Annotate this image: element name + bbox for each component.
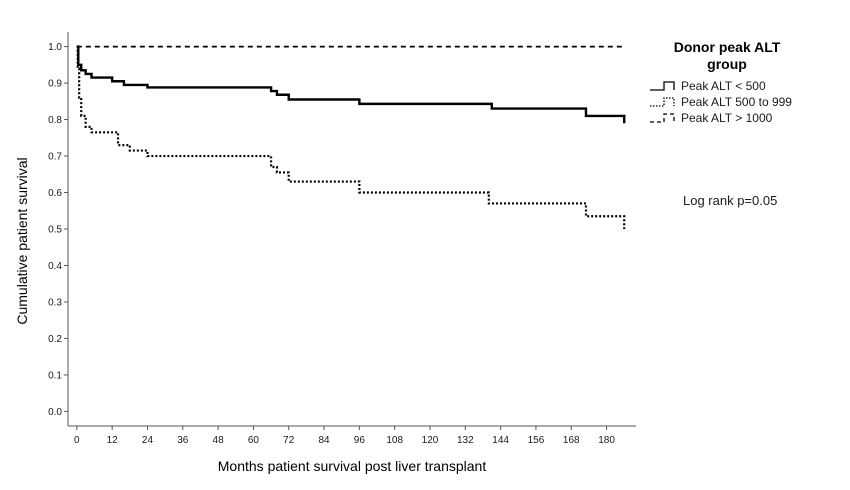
legend-title-line-1: Donor peak ALT — [674, 39, 781, 55]
x-tick-label: 120 — [422, 435, 439, 446]
x-tick-label: 24 — [142, 435, 154, 446]
legend-label-3: Peak ALT > 1000 — [681, 111, 773, 125]
x-tick-label: 168 — [563, 435, 580, 446]
axes: 0.0 0.1 0.2 0.3 0.4 0.5 0.6 0.7 0.8 0.9 1.0 0 12 24 36… — [48, 32, 636, 446]
legend: Donor peak ALT group Peak ALT < 500 Peak … — [650, 39, 792, 125]
log-rank-annotation: Log rank p=0.05 — [683, 193, 777, 208]
x-tick-label: 108 — [386, 435, 403, 446]
legend-swatch-3 — [650, 113, 675, 123]
x-tick-label: 0 — [74, 435, 80, 446]
x-tick-label: 180 — [598, 435, 615, 446]
legend-label-1: Peak ALT < 500 — [681, 79, 766, 93]
series-layer — [76, 45, 626, 229]
x-tick-label: 144 — [492, 435, 509, 446]
x-tick-label: 72 — [283, 435, 295, 446]
y-tick-label: 0.0 — [48, 407, 62, 418]
x-tick-label: 36 — [177, 435, 189, 446]
y-tick-label: 0.1 — [48, 370, 62, 381]
x-tick-label: 12 — [107, 435, 119, 446]
x-axis-title: Months patient survival post liver trans… — [218, 458, 487, 474]
series-line-1 — [76, 45, 626, 124]
y-tick-label: 0.8 — [48, 115, 62, 126]
x-tick-label: 132 — [457, 435, 474, 446]
y-tick-label: 0.4 — [48, 261, 62, 272]
y-tick-label: 0.3 — [48, 297, 62, 308]
x-tick-label: 60 — [248, 435, 260, 446]
y-tick-label: 0.2 — [48, 334, 62, 345]
series-line-2 — [76, 45, 626, 229]
x-tick-label: 156 — [528, 435, 545, 446]
legend-label-2: Peak ALT 500 to 999 — [681, 95, 792, 109]
y-tick-label: 1.0 — [48, 42, 62, 53]
x-tick-label: 84 — [318, 435, 330, 446]
y-tick-label: 0.6 — [48, 188, 62, 199]
y-tick-label: 0.9 — [48, 79, 62, 90]
y-tick-label: 0.7 — [48, 152, 62, 163]
legend-swatch-1 — [650, 81, 675, 91]
y-axis-title: Cumulative patient survival — [14, 157, 30, 324]
legend-swatch-2 — [650, 97, 675, 107]
x-tick-label: 48 — [213, 435, 225, 446]
x-tick-label: 96 — [354, 435, 366, 446]
legend-title-line-2: group — [707, 56, 747, 72]
y-tick-label: 0.5 — [48, 225, 62, 236]
